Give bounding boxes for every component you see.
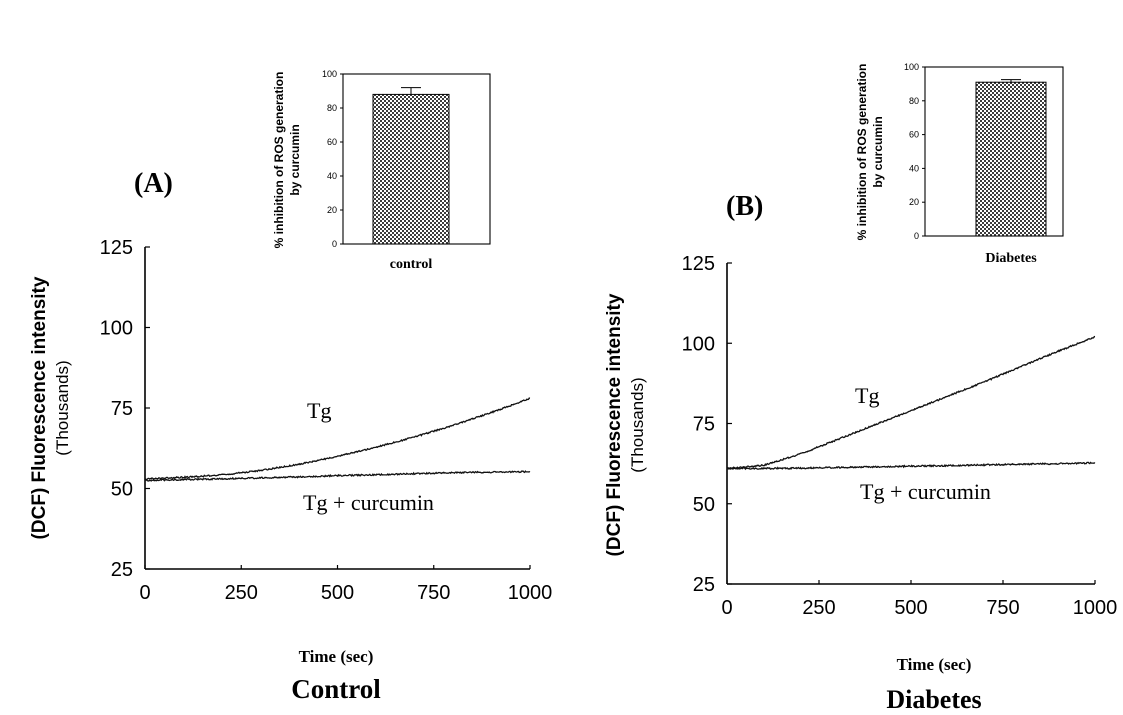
panel-b-series-line — [726, 461, 1096, 471]
panel-b-ytick-label: 25 — [693, 574, 715, 596]
panel-a-series: Tg Tg + curcumin — [144, 397, 531, 515]
panel-a-xtick-label: 500 — [321, 582, 354, 604]
panel-a-inset-ytick-label: 100 — [322, 69, 337, 79]
panel-a-ylabel-units: (Thousands) — [53, 360, 72, 455]
panel-a-xtick-label: 750 — [417, 582, 450, 604]
panel-b-xtick-label: 750 — [986, 597, 1019, 619]
panel-b-xtick-label: 1000 — [1073, 597, 1118, 619]
panel-a-inset-ytick-label: 60 — [327, 137, 337, 147]
panel-b-inset-ytick-label: 60 — [909, 130, 919, 140]
panel-a-xtick-label: 1000 — [508, 582, 553, 604]
panel-b-xtick-label: 0 — [721, 597, 732, 619]
panel-b-ylabel-units: (Thousands) — [628, 377, 647, 472]
panel-a-ytick-label: 125 — [100, 237, 133, 259]
panel-a-ytick-label: 75 — [111, 398, 133, 420]
panel-a-inset-ytick-label: 20 — [327, 205, 337, 215]
panel-b-series-label: Tg — [855, 383, 879, 408]
panel-b-inset-ylabel-2: by curcumin — [871, 116, 885, 187]
panel-b-inset-axes: 0 20 40 60 80 100 — [904, 62, 1064, 241]
panel-a-inset-ytick-label: 80 — [327, 103, 337, 113]
panel-a-inset: 0 20 40 60 80 100 control % inhibition of ROS… — [272, 69, 491, 272]
panel-b-series-line — [727, 335, 1096, 470]
panel-a-axes: 25 50 75 100 125 0 250 500 750 1000 — [100, 237, 553, 604]
panel-b-ytick-label: 100 — [682, 333, 715, 355]
panel-b-inset-ytick-label: 100 — [904, 62, 919, 72]
panel-b-inset-bars: Diabetes — [975, 79, 1047, 266]
panel-a-series-label: Tg + curcumin — [303, 490, 434, 515]
panel-a-series-label: Tg — [307, 398, 331, 423]
panel-b: (B) 25 50 75 100 125 0 250 500 750 1000 Tg Tg + cu… — [604, 191, 1117, 714]
panel-b-series-label: Tg + curcumin — [860, 479, 991, 504]
panel-a-series-line — [145, 397, 531, 481]
panel-b-inset-ytick-label: 80 — [909, 96, 919, 106]
panel-a-series-line — [144, 470, 531, 482]
panel-a: (A) 25 50 75 100 125 0 250 500 750 1000 Tg Tg + cu… — [29, 168, 552, 704]
panel-a-inset-ytick-label: 0 — [332, 239, 337, 249]
panel-b-inset-category-label: Diabetes — [985, 251, 1037, 266]
panel-a-inset-ylabel-2: by curcumin — [288, 124, 302, 195]
panel-b-inset-bar — [975, 81, 1047, 237]
panel-b-ytick-label: 125 — [682, 253, 715, 275]
panel-b-series: Tg Tg + curcumin — [726, 335, 1096, 504]
panel-a-ytick-label: 25 — [111, 559, 133, 581]
panel-b-xtick-label: 250 — [802, 597, 835, 619]
panel-a-label: (A) — [134, 168, 173, 199]
panel-a-inset-ylabel: % inhibition of ROS generation — [272, 72, 286, 249]
panel-a-inset-bars: control — [372, 87, 450, 272]
panel-b-inset-ytick-label: 0 — [914, 231, 919, 241]
panel-b-axes: 25 50 75 100 125 0 250 500 750 1000 — [682, 253, 1118, 619]
panel-b-inset: 0 20 40 60 80 100 Diabetes % inhibition of RO… — [855, 62, 1064, 266]
panel-b-inset-ytick-label: 20 — [909, 197, 919, 207]
panel-a-xtick-label: 0 — [139, 582, 150, 604]
panel-a-xlabel: Time (sec) — [299, 647, 374, 666]
panel-b-inset-ylabel: % inhibition of ROS generation — [855, 64, 869, 241]
panel-a-inset-category-label: control — [390, 257, 433, 272]
panel-b-xlabel: Time (sec) — [897, 655, 972, 674]
panel-a-inset-ytick-label: 40 — [327, 171, 337, 181]
panel-a-inset-bar — [372, 93, 450, 245]
panel-b-xtick-label: 500 — [894, 597, 927, 619]
panel-b-ytick-label: 75 — [693, 414, 715, 436]
panel-a-ytick-label: 50 — [111, 479, 133, 501]
panel-a-ytick-label: 100 — [100, 318, 133, 340]
panel-a-ylabel: (DCF) Fluorescence intensity — [29, 276, 50, 539]
panel-b-inset-ytick-label: 40 — [909, 163, 919, 173]
panel-b-label: (B) — [726, 191, 763, 222]
panel-b-ytick-label: 50 — [693, 494, 715, 516]
panel-a-caption: Control — [291, 674, 381, 704]
panel-a-xtick-label: 250 — [225, 582, 258, 604]
panel-b-caption: Diabetes — [886, 685, 981, 714]
panel-b-ylabel: (DCF) Fluorescence intensity — [604, 293, 625, 556]
